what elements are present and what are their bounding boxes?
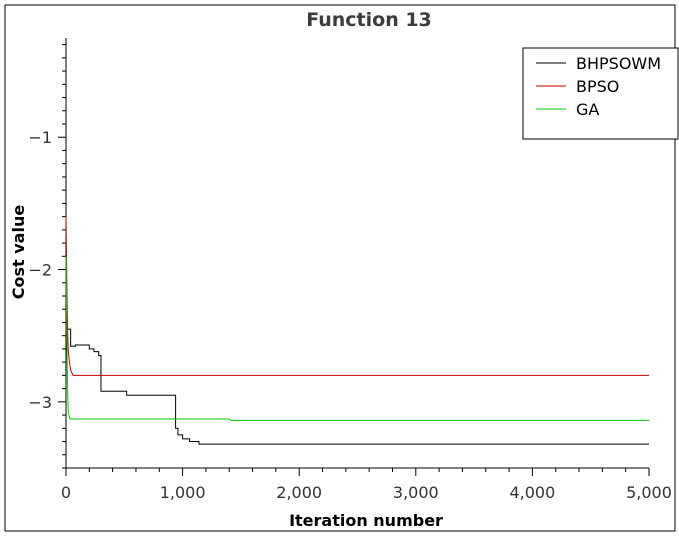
- y-tick-label: −1: [28, 128, 52, 147]
- x-tick-label: 4,000: [509, 483, 555, 502]
- x-tick-label: 1,000: [160, 483, 206, 502]
- figure-frame: [4, 4, 676, 532]
- legend-label: BPSO: [576, 77, 619, 96]
- chart-title: Function 13: [306, 9, 432, 31]
- y-axis-label: Cost value: [9, 205, 28, 300]
- x-tick-label: 3,000: [393, 483, 439, 502]
- x-axis-label: Iteration number: [289, 511, 443, 530]
- series-lines: [65, 216, 649, 445]
- x-tick-label: 0: [61, 483, 71, 502]
- legend-label: GA: [576, 100, 599, 119]
- series-line-bhpsowm: [66, 324, 649, 445]
- x-tick-label: 2,000: [276, 483, 322, 502]
- series-line-ga: [65, 256, 649, 421]
- y-tick-label: −2: [28, 261, 52, 280]
- series-line-bpso: [65, 216, 649, 376]
- x-tick-label: 5,000: [626, 483, 672, 502]
- y-tick-label: −3: [28, 393, 52, 412]
- axes: 0 1,000 2,000 3,000 4,000 5,000 −3 −2 −1: [28, 38, 672, 502]
- legend: BHPSOWM BPSO GA: [522, 47, 679, 140]
- legend-label: BHPSOWM: [576, 54, 661, 73]
